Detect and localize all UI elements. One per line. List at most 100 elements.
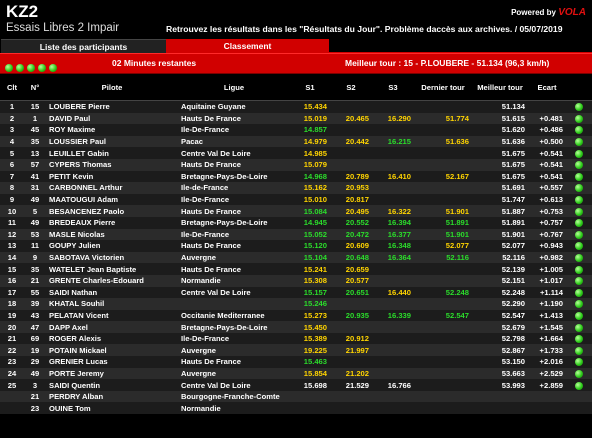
table-row: 3 45 ROY Maxime Ile-De-France 14.857 51.620 +0… xyxy=(0,124,592,136)
green-light-icon xyxy=(38,64,46,72)
cell-clt xyxy=(0,402,24,415)
cell-ligue: Pacac xyxy=(178,135,290,148)
cell-gap xyxy=(528,100,566,113)
cell-status xyxy=(566,240,592,252)
cell-s3 xyxy=(372,321,414,333)
cell-ligue: Centre Val De Loire xyxy=(178,379,290,391)
cell-s1: 15.434 xyxy=(290,100,330,113)
cell-best-lap: 53.993 xyxy=(472,379,528,391)
cell-pilote: SAIDI Quentin xyxy=(46,379,178,391)
cell-gap xyxy=(528,402,566,415)
table-row: 19 43 PELATAN Vicent Occitanie Mediterranee… xyxy=(0,309,592,322)
cell-s3: 16.322 xyxy=(372,205,414,217)
cell-clt: 17 xyxy=(0,286,24,299)
cell-status xyxy=(566,356,592,368)
tab-classement[interactable]: Classement xyxy=(166,39,329,53)
cell-pilote: PETIT Kevin xyxy=(46,170,178,183)
cell-s2 xyxy=(330,124,372,136)
cell-s1: 14.968 xyxy=(290,170,330,183)
green-status-icon xyxy=(575,219,583,228)
cell-pilote: PORTE Jeremy xyxy=(46,367,178,380)
cell-clt: 10 xyxy=(0,205,24,217)
green-light-icon xyxy=(27,64,35,72)
cell-gap xyxy=(528,390,566,403)
col-ligue: Ligue xyxy=(178,74,290,101)
cell-pilote: ROGER Alexis xyxy=(46,332,178,345)
cell-s1: 15.010 xyxy=(290,193,330,206)
cell-best-lap: 53.150 xyxy=(472,356,528,368)
cell-ligue: Bretagne-Pays-De-Loire xyxy=(178,216,290,229)
cell-last-lap: 51.901 xyxy=(414,205,472,217)
table-row: 24 49 PORTE Jeremy Auvergne 15.854 21.202 53.6… xyxy=(0,367,592,380)
cell-best-lap: 52.547 xyxy=(472,309,528,322)
cell-num: 5 xyxy=(24,205,46,217)
cell-num: 15 xyxy=(24,100,46,113)
cell-s2: 20.651 xyxy=(330,286,372,299)
cell-s3: 16.290 xyxy=(372,112,414,125)
cell-clt: 23 xyxy=(0,356,24,368)
cell-last-lap: 52.077 xyxy=(414,240,472,252)
brand-logo: VOLA xyxy=(558,7,586,18)
cell-num: 45 xyxy=(24,124,46,136)
cell-status xyxy=(566,251,592,264)
cell-last-lap: 52.116 xyxy=(414,251,472,264)
cell-pilote: GRENIER Lucas xyxy=(46,356,178,368)
tab-underline xyxy=(329,52,592,53)
cell-best-lap: 52.290 xyxy=(472,298,528,310)
cell-s2: 20.577 xyxy=(330,274,372,287)
cell-last-lap: 51.901 xyxy=(414,228,472,241)
status-bar: 02 Minutes restantes Meilleur tour : 15 … xyxy=(0,53,592,74)
cell-gap: +0.557 xyxy=(528,182,566,194)
cell-last-lap xyxy=(414,367,472,380)
cell-s2: 20.609 xyxy=(330,240,372,252)
cell-num: 57 xyxy=(24,158,46,171)
cell-s3 xyxy=(372,402,414,415)
cell-s2: 20.817 xyxy=(330,193,372,206)
table-row: 15 35 WATELET Jean Baptiste Hauts De France… xyxy=(0,263,592,275)
cell-s3 xyxy=(372,193,414,206)
cell-last-lap: 51.891 xyxy=(414,216,472,229)
table-row: 25 3 SAIDI Quentin Centre Val De Loire 15.69… xyxy=(0,379,592,391)
cell-pilote: GRENTE Charles-Edouard xyxy=(46,274,178,287)
cell-pilote: GOUPY Julien xyxy=(46,240,178,252)
cell-s3 xyxy=(372,332,414,345)
cell-best-lap: 51.901 xyxy=(472,228,528,241)
green-status-icon xyxy=(575,138,583,147)
cell-pilote: PERDRY Alban xyxy=(46,390,178,403)
cell-last-lap xyxy=(414,298,472,310)
cell-s2 xyxy=(330,390,372,403)
cell-s1: 14.979 xyxy=(290,135,330,148)
notice-banner: Retrouvez les résultats dans les "Résult… xyxy=(166,24,563,34)
cell-s3 xyxy=(372,124,414,136)
cell-ligue xyxy=(178,298,290,310)
cell-clt xyxy=(0,390,24,403)
tab-participants[interactable]: Liste des participants xyxy=(1,39,166,54)
col-num: N° xyxy=(24,74,46,101)
cell-s3: 16.410 xyxy=(372,170,414,183)
cell-num: 49 xyxy=(24,216,46,229)
cell-clt: 24 xyxy=(0,367,24,380)
time-remaining: 02 Minutes restantes xyxy=(112,58,197,68)
cell-status xyxy=(566,379,592,391)
cell-num: 69 xyxy=(24,332,46,345)
cell-clt: 20 xyxy=(0,321,24,333)
table-row: 22 19 POTAIN Mickael Auvergne 19.225 21.997 52… xyxy=(0,344,592,357)
cell-num: 21 xyxy=(24,390,46,403)
col-gap: Ecart xyxy=(528,74,566,101)
cell-s1: 15.079 xyxy=(290,158,330,171)
green-light-icon xyxy=(49,64,57,72)
cell-pilote: MAATOUGUI Adam xyxy=(46,193,178,206)
cell-s1: 19.225 xyxy=(290,344,330,357)
cell-s1: 15.157 xyxy=(290,286,330,299)
cell-num: 35 xyxy=(24,263,46,275)
cell-ligue: Hauts De France xyxy=(178,158,290,171)
cell-gap: +0.541 xyxy=(528,158,566,171)
cell-status xyxy=(566,286,592,299)
cell-s3: 16.766 xyxy=(372,379,414,391)
table-row: 7 41 PETIT Kevin Bretagne-Pays-De-Loire 14.9… xyxy=(0,170,592,183)
cell-last-lap xyxy=(414,124,472,136)
cell-status xyxy=(566,100,592,113)
cell-ligue: Auvergne xyxy=(178,344,290,357)
table-row: 6 57 CYPERS Thomas Hauts De France 15.079 51.… xyxy=(0,158,592,171)
cell-last-lap xyxy=(414,332,472,345)
